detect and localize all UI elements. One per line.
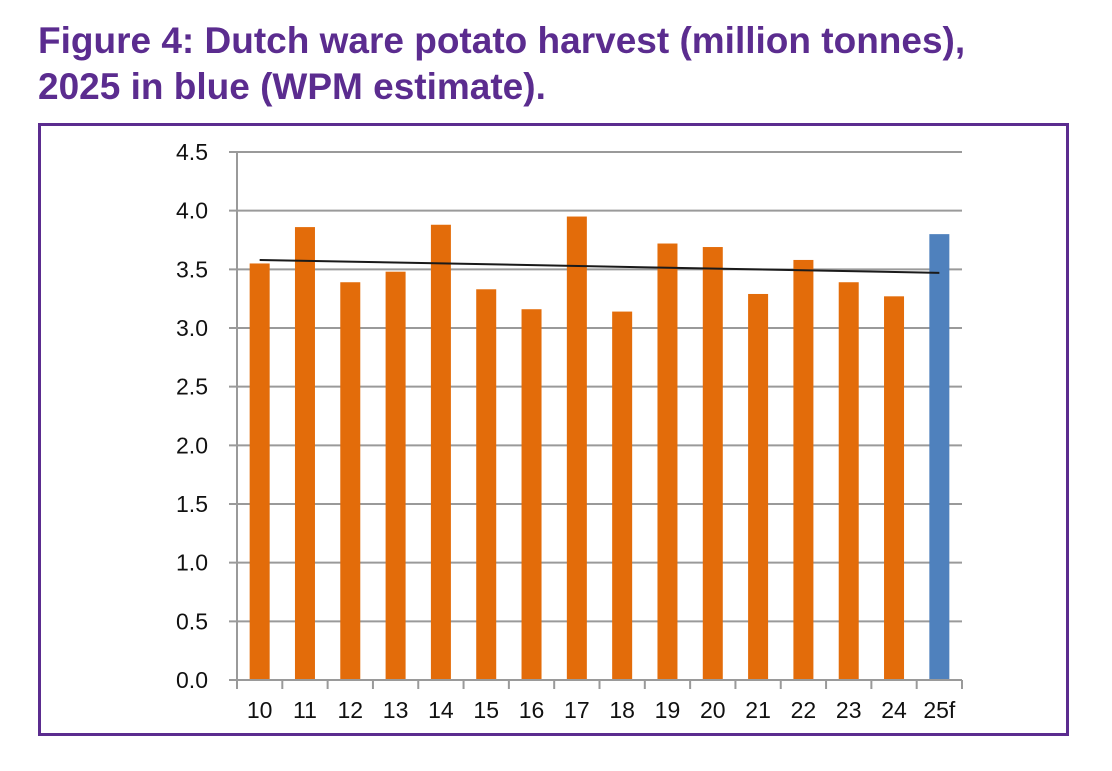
x-tick-label: 14 [428, 697, 454, 723]
bar-24 [884, 296, 905, 680]
x-tick-label: 16 [519, 697, 545, 723]
bar-23 [838, 282, 859, 680]
bars [249, 216, 950, 681]
x-tick-label: 17 [564, 697, 590, 723]
bar-20 [702, 247, 723, 681]
bar-21 [748, 293, 769, 680]
y-tick-label: 0.0 [176, 667, 208, 693]
chart-frame [38, 123, 1069, 736]
bar-12 [340, 282, 361, 680]
x-tick-label: 10 [247, 697, 273, 723]
y-tick-label: 2.0 [176, 432, 208, 458]
y-tick-label: 4.0 [176, 198, 208, 224]
bar-10 [249, 263, 270, 680]
y-tick-label: 4.5 [176, 139, 208, 165]
x-tick-label: 13 [383, 697, 409, 723]
y-tick-label: 3.5 [176, 256, 208, 282]
x-axis-tick-labels: 10 11 12 13 14 15 16 17 18 19 20 21 22 23 24 25f [247, 697, 956, 723]
x-tick-label: 18 [609, 697, 635, 723]
trendline [259, 258, 940, 274]
bar-13 [385, 271, 406, 680]
x-tick-label: 24 [881, 697, 907, 723]
x-tick-label: 25f [923, 697, 956, 723]
y-axis-tick-labels: 0.0 0.5 1.0 1.5 2.0 2.5 3.0 3.5 4.0 4.5 [176, 139, 208, 693]
y-tick-label: 1.5 [176, 491, 208, 517]
bar-15 [476, 289, 497, 680]
x-tick-label: 21 [745, 697, 771, 723]
x-tick-label: 19 [655, 697, 681, 723]
x-tick-label: 11 [293, 697, 317, 723]
y-tick-label: 2.5 [176, 374, 208, 400]
axes [229, 152, 963, 689]
y-tick-label: 3.0 [176, 315, 208, 341]
bar-17 [566, 216, 587, 681]
bar-19 [657, 243, 678, 680]
x-tick-label: 15 [473, 697, 499, 723]
x-tick-label: 22 [791, 697, 817, 723]
bar-14 [430, 224, 451, 680]
y-tick-label: 1.0 [176, 550, 208, 576]
trendline-group [259, 258, 940, 274]
bar-18 [612, 311, 633, 680]
x-tick-label: 20 [700, 697, 726, 723]
bar-16 [521, 309, 542, 680]
bar-11 [294, 227, 315, 681]
bar-25f [929, 234, 950, 680]
y-tick-label: 0.5 [176, 608, 208, 634]
chart-title-line-1: Figure 4: Dutch ware potato harvest (mil… [38, 20, 966, 61]
chart-title-line-2: 2025 in blue (WPM estimate). [38, 66, 546, 107]
chart-title: Figure 4: Dutch ware potato harvest (mil… [38, 18, 1098, 110]
x-tick-label: 12 [337, 697, 363, 723]
x-tick-label: 23 [836, 697, 862, 723]
bar-22 [793, 259, 814, 680]
